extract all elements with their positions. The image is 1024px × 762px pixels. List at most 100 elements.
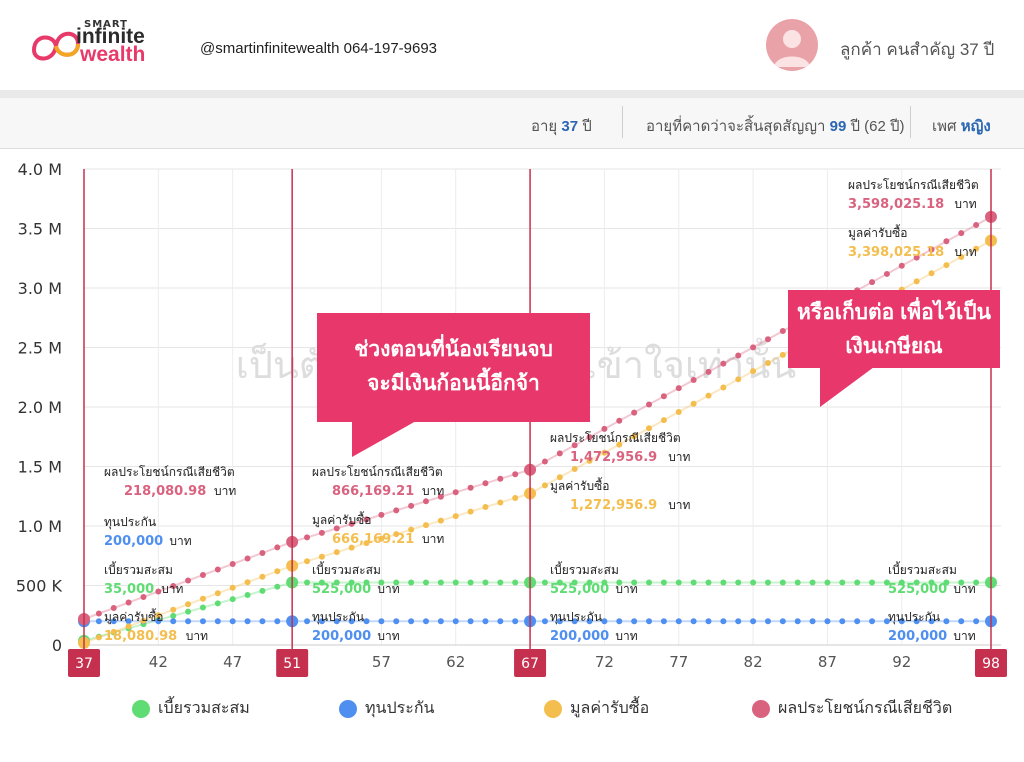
expected-age-info: อายุที่คาดว่าจะสิ้นสุดสัญญา 99 ปี (62 ปี… bbox=[646, 114, 905, 138]
avatar bbox=[766, 19, 818, 71]
series-point-sum_insured bbox=[690, 618, 697, 625]
series-point-sum_insured bbox=[898, 618, 905, 625]
series-point-accumulated bbox=[883, 579, 890, 586]
series-point-cash_value bbox=[95, 634, 102, 641]
series-point-accumulated bbox=[705, 579, 712, 586]
series-point-death_benefit bbox=[690, 376, 697, 383]
series-point-death_benefit bbox=[869, 279, 876, 286]
series-point-sum_insured bbox=[304, 618, 311, 625]
series-point-accumulated bbox=[408, 579, 415, 586]
annotation-unit: บาท bbox=[615, 582, 637, 596]
series-point-sum_insured bbox=[735, 618, 742, 625]
series-point-sum_insured bbox=[185, 618, 192, 625]
series-point-death_benefit bbox=[720, 360, 727, 367]
series-point-accumulated bbox=[913, 579, 920, 586]
y-axis: 0 500 K 1.0 M 1.5 M 2.0 M 2.5 M 3.0 M 3.5 M 4.0 … bbox=[16, 160, 63, 655]
annotation-unit: บาท bbox=[161, 582, 183, 596]
series-point-cash_value bbox=[601, 449, 608, 456]
series-point-cash_value bbox=[750, 368, 757, 375]
series-point-sum_insured bbox=[95, 618, 102, 625]
series-point-death_benefit bbox=[378, 511, 385, 518]
callout-retirement: หรือเก็บต่อ เพื่อไว้เป็น เงินเกษียณ bbox=[788, 290, 1000, 368]
annotation-value: 1,272,956.9 bbox=[570, 498, 657, 513]
annotation-value: 200,000 bbox=[312, 629, 371, 644]
legend-label: มูลค่ารับซื้อ bbox=[570, 700, 650, 717]
legend-label: ทุนประกัน bbox=[365, 700, 435, 717]
logo-line-1: infinite bbox=[76, 25, 145, 48]
series-point-sum_insured bbox=[646, 618, 653, 625]
annotation-label: เบี้ยรวมสะสม bbox=[550, 561, 619, 577]
age-marker-label: 98 bbox=[982, 656, 1000, 672]
series-point-cash_value bbox=[333, 549, 340, 556]
series-point-death_benefit bbox=[586, 434, 593, 441]
series-point-cash_value bbox=[779, 351, 786, 358]
series-point-cash_value bbox=[318, 553, 325, 560]
series-point-accumulated bbox=[482, 579, 489, 586]
series-point-sum_insured bbox=[973, 618, 980, 625]
series-point-death_benefit bbox=[883, 270, 890, 277]
series-point-cash_value bbox=[185, 601, 192, 608]
series-point-accumulated bbox=[422, 579, 429, 586]
series-point-cash_value bbox=[958, 253, 965, 260]
x-tick-label: 92 bbox=[892, 653, 911, 671]
y-tick-label: 3.0 M bbox=[18, 279, 62, 298]
x-tick-label: 57 bbox=[372, 653, 391, 671]
annotation-label: ทุนประกัน bbox=[888, 610, 940, 625]
annotation-label: ทุนประกัน bbox=[550, 610, 602, 625]
series-point-accumulated bbox=[928, 579, 935, 586]
series-point-accumulated bbox=[958, 579, 965, 586]
series-point-accumulated bbox=[467, 579, 474, 586]
series-point-death_benefit bbox=[571, 442, 578, 449]
annotation-value: 866,169.21 bbox=[332, 484, 414, 499]
series-point-cash_value bbox=[586, 457, 593, 464]
series-point-sum_insured bbox=[229, 618, 236, 625]
series-point-cash_value bbox=[467, 508, 474, 515]
series-point-death_benefit bbox=[95, 610, 102, 617]
series-point-sum_insured bbox=[660, 618, 667, 625]
series-point-death_benefit bbox=[601, 425, 608, 432]
series-point-sum_insured bbox=[631, 618, 638, 625]
series-point-accumulated bbox=[586, 579, 593, 586]
logo-small-text: SMART bbox=[84, 19, 128, 30]
series-point-death_benefit bbox=[244, 555, 251, 562]
y-tick-label: 1.5 M bbox=[18, 458, 62, 477]
series-point-death_benefit bbox=[422, 498, 429, 505]
annotation-value: 525,000 bbox=[888, 582, 947, 597]
divider-band bbox=[0, 90, 1024, 98]
series-point-death_benefit bbox=[928, 246, 935, 253]
annotation-unit: บาท bbox=[214, 484, 236, 498]
annotation-unit: บาท bbox=[377, 582, 399, 596]
series-point-cash_value bbox=[764, 359, 771, 366]
series-point-sum_insured bbox=[854, 618, 861, 625]
legend-label: เบี้ยรวมสะสม bbox=[158, 700, 250, 717]
series-point-accumulated bbox=[363, 579, 370, 586]
series-point-sum_insured bbox=[170, 618, 177, 625]
expected-age-label: อายุที่คาดว่าจะสิ้นสุดสัญญา bbox=[646, 118, 826, 135]
age-marker-tag bbox=[68, 649, 100, 677]
age-marker-tag bbox=[276, 649, 309, 677]
annotation-label: เบี้ยรวมสะสม bbox=[888, 561, 957, 577]
series-point-cash_value bbox=[125, 623, 132, 630]
series-point-accumulated bbox=[854, 579, 861, 586]
annotation-value: 3,598,025.18 bbox=[848, 197, 944, 212]
series-point-accumulated bbox=[333, 579, 340, 586]
gender-info: เพศ หญิง bbox=[932, 114, 991, 138]
series-point-sum_insured bbox=[422, 618, 429, 625]
series-point-cash_value bbox=[556, 474, 563, 481]
series-point-cash_value bbox=[631, 433, 638, 440]
series-point-death_benefit bbox=[333, 525, 340, 532]
legend-cash-value: มูลค่ารับซื้อ bbox=[544, 696, 649, 720]
series-point-sum_insured bbox=[586, 618, 593, 625]
series-point-accumulated bbox=[631, 579, 638, 586]
series-point-sum_insured bbox=[943, 618, 950, 625]
series-point-accumulated bbox=[616, 579, 623, 586]
annotation-unit: บาท bbox=[953, 629, 975, 643]
series-point-death_benefit bbox=[764, 336, 771, 343]
policy-info-bar: อายุ 37 ปี อายุที่คาดว่าจะสิ้นสุดสัญญา 9… bbox=[0, 98, 1024, 149]
age-marker-tag bbox=[975, 649, 1007, 677]
series-point-death_benefit bbox=[408, 502, 415, 509]
series-point-sum_insured bbox=[779, 618, 786, 625]
age-unit: ปี bbox=[582, 118, 592, 135]
series-point-death_benefit bbox=[259, 549, 266, 556]
annotation-label: ผลประโยชน์กรณีเสียชีวิต bbox=[550, 431, 681, 445]
